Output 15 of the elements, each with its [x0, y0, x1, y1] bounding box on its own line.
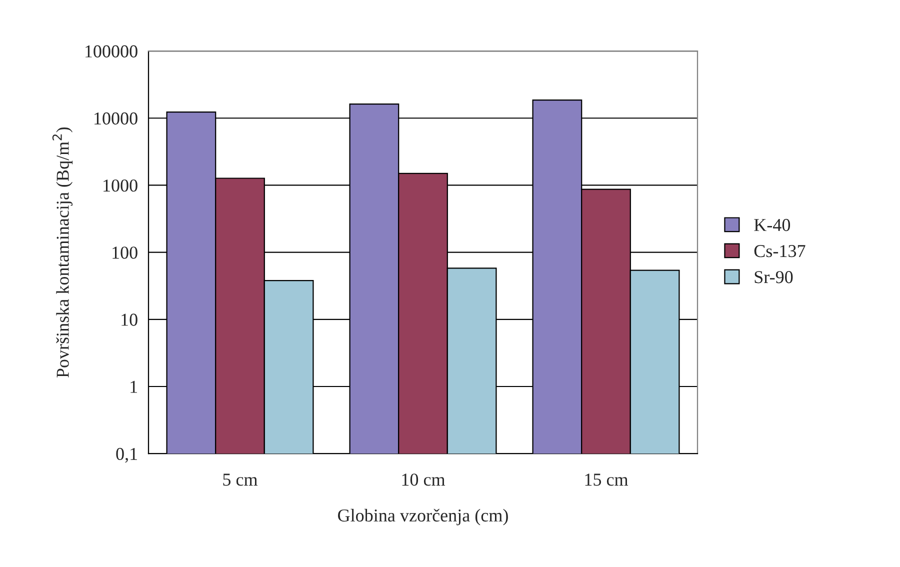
x-tick-label: 15 cm — [585, 474, 628, 486]
x-tick-label: 5 cm — [223, 474, 258, 486]
x-tick-label: 10 cm — [402, 474, 446, 486]
y-tick-label: 10000 — [94, 112, 138, 125]
y-tick-label: 0,1 — [116, 448, 137, 463]
y-tick-label: 100000 — [86, 45, 138, 58]
y-axis-title: Površinska kontaminacija (Bq/m$^{2}$) — [52, 127, 73, 378]
legend-label: K-40 — [754, 218, 790, 232]
legend-label: Sr-90 — [754, 271, 793, 284]
y-tick-label: 1 — [130, 380, 137, 393]
x-axis-title: Globina vzorčenja (cm) — [338, 508, 508, 526]
y-tick-label: 100 — [112, 246, 138, 259]
y-tick-label: 10 — [122, 314, 138, 326]
legend-label: Cs-137 — [754, 245, 806, 258]
y-tick-label: 1000 — [104, 179, 138, 192]
